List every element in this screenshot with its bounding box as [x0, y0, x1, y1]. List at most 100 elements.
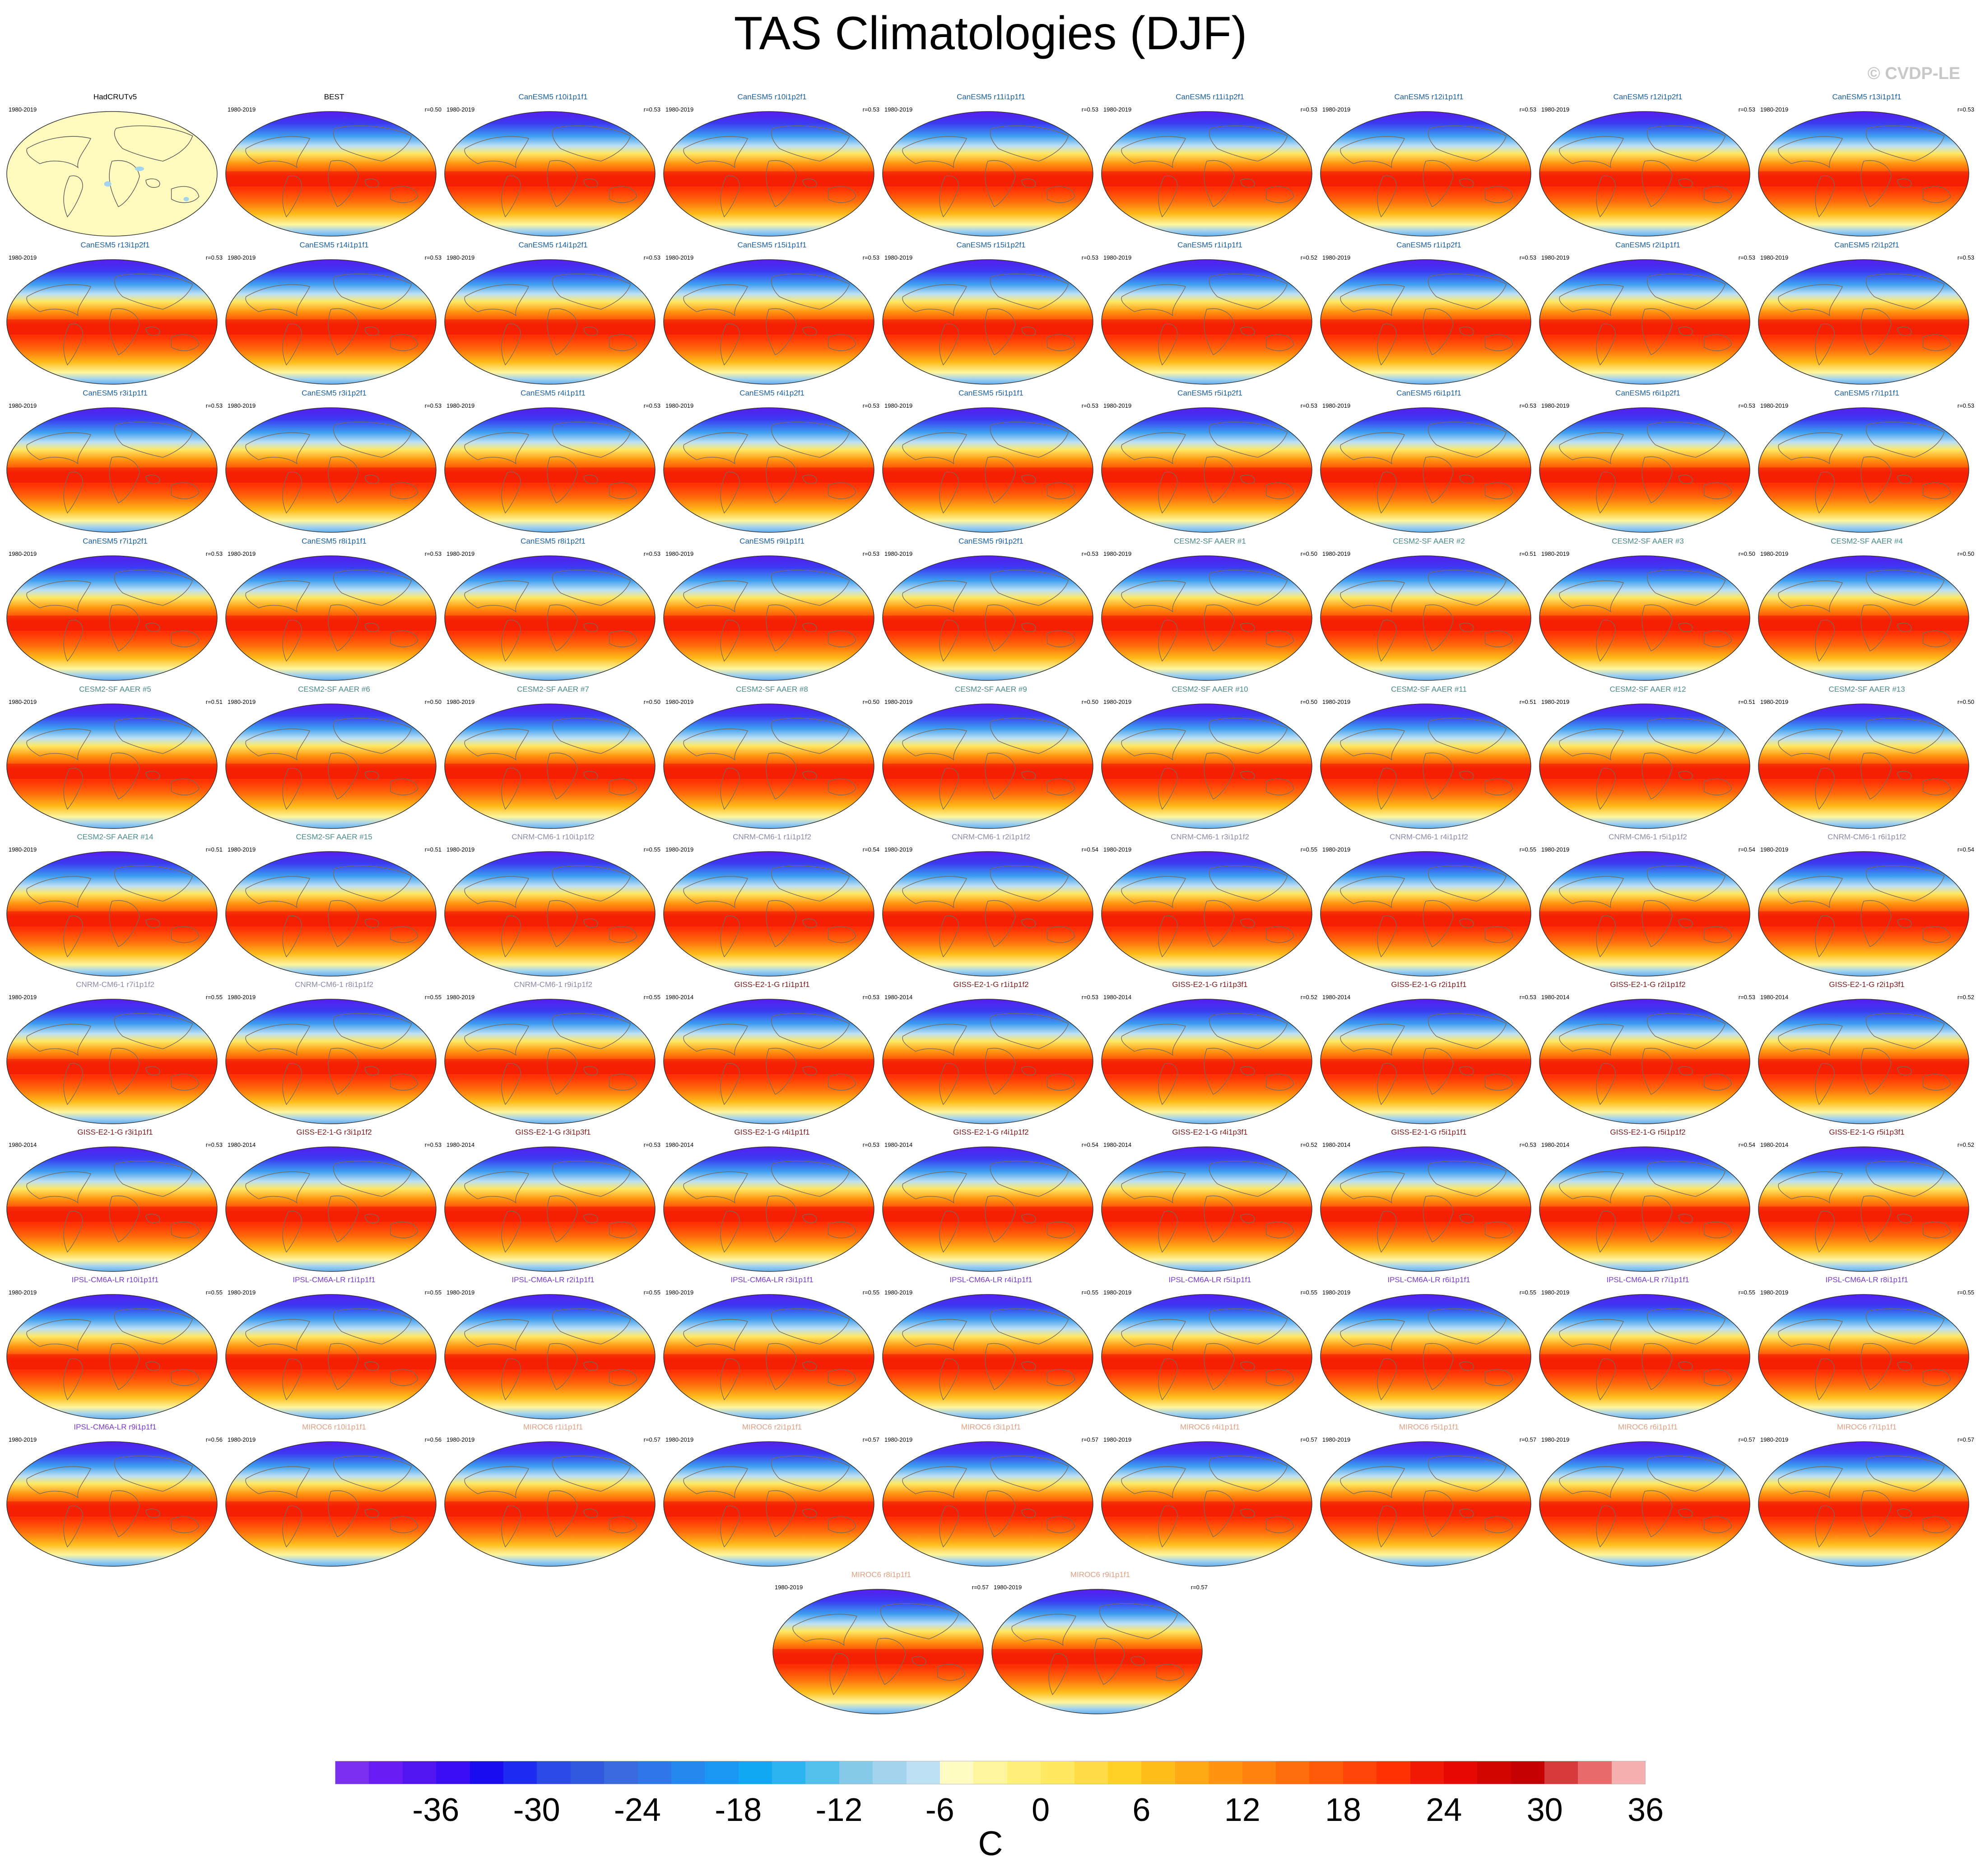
panel-correlation: r=0.53 [1738, 254, 1755, 261]
map-panel: CanESM5 r12i1p2f1 1980-2019 r=0.53 [1539, 93, 1757, 240]
panel-correlation: r=0.55 [424, 1289, 442, 1296]
panel-title: GISS-E2-1-G r5i1p3f1 [1829, 1128, 1905, 1136]
panel-title: CanESM5 r2i1p2f1 [1834, 241, 1899, 249]
panel-title: CESM2-SF AAER #6 [298, 685, 370, 694]
map-globe [1539, 703, 1750, 829]
map-panel: CanESM5 r1i1p1f1 1980-2019 r=0.52 [1101, 241, 1319, 388]
panel-period: 1980-2019 [1760, 106, 1789, 113]
map-globe [225, 1294, 437, 1420]
panel-title: CanESM5 r15i1p1f1 [737, 241, 807, 249]
map-globe [225, 703, 437, 829]
map-panel: MIROC6 r8i1p1f1 1980-2019 r=0.57 [772, 1570, 990, 1718]
panel-period: 1980-2019 [665, 1436, 694, 1443]
map-globe [444, 1441, 656, 1567]
map-globe [663, 851, 874, 977]
panel-title: MIROC6 r9i1p1f1 [1070, 1570, 1130, 1579]
colorbar-swatch [335, 1761, 369, 1784]
map-globe [1101, 259, 1312, 385]
colorbar-swatch [973, 1761, 1007, 1784]
map-globe [444, 407, 656, 533]
panel-period: 1980-2019 [446, 846, 475, 853]
panel-correlation: r=0.50 [1300, 698, 1317, 705]
map-globe [225, 851, 437, 977]
map-panel: CNRM-CM6-1 r4i1p1f2 1980-2019 r=0.55 [1320, 833, 1538, 980]
panel-title: IPSL-CM6A-LR r9i1p1f1 [74, 1423, 157, 1431]
colorbar-swatch [1578, 1761, 1612, 1784]
colorbar-swatch [1041, 1761, 1074, 1784]
panel-period: 1980-2019 [1322, 1436, 1351, 1443]
map-globe [1758, 999, 1969, 1124]
map-panel: CanESM5 r14i1p2f1 1980-2019 r=0.53 [444, 241, 662, 388]
panel-correlation: r=0.56 [424, 1436, 442, 1443]
map-panel: HadCRUTv5 1980-2019 [6, 93, 224, 240]
map-panel: GISS-E2-1-G r3i1p3f1 1980-2014 r=0.53 [444, 1128, 662, 1275]
panel-correlation: r=0.53 [1738, 994, 1755, 1001]
map-panel: CESM2-SF AAER #1 1980-2019 r=0.50 [1101, 537, 1319, 684]
panel-title: GISS-E2-1-G r2i1p3f1 [1829, 980, 1905, 989]
map-panel: BEST 1980-2019 r=0.50 [225, 93, 443, 240]
map-panel: IPSL-CM6A-LR r4i1p1f1 1980-2019 r=0.55 [882, 1275, 1100, 1423]
panel-title: CanESM5 r6i1p1f1 [1396, 389, 1461, 397]
panel-period: 1980-2019 [665, 846, 694, 853]
panel-title: CanESM5 r11i1p2f1 [1176, 93, 1244, 101]
map-panel: IPSL-CM6A-LR r3i1p1f1 1980-2019 r=0.55 [663, 1275, 881, 1423]
panel-title: GISS-E2-1-G r4i1p1f2 [953, 1128, 1029, 1136]
panel-correlation: r=0.53 [424, 1141, 442, 1148]
panel-title: BEST [324, 93, 344, 101]
map-panel: CanESM5 r13i1p2f1 1980-2019 r=0.53 [6, 241, 224, 388]
panel-period: 1980-2019 [1322, 846, 1351, 853]
map-panel: IPSL-CM6A-LR r9i1p1f1 1980-2019 r=0.56 [6, 1423, 224, 1570]
map-globe [1539, 1294, 1750, 1420]
panel-correlation: r=0.54 [1081, 846, 1098, 853]
panel-correlation: r=0.53 [862, 402, 879, 409]
panel-period: 1980-2019 [228, 994, 256, 1001]
map-panel: CanESM5 r10i1p2f1 1980-2019 r=0.53 [663, 93, 881, 240]
panel-correlation: r=0.50 [1081, 698, 1098, 705]
panel-period: 1980-2014 [446, 1141, 475, 1148]
panel-period: 1980-2019 [665, 550, 694, 557]
colorbar-swatch [1611, 1761, 1646, 1784]
panel-correlation: r=0.53 [1519, 1141, 1536, 1148]
panel-title: CESM2-SF AAER #2 [1393, 537, 1465, 545]
map-panel: IPSL-CM6A-LR r6i1p1f1 1980-2019 r=0.55 [1320, 1275, 1538, 1423]
map-globe [882, 1146, 1093, 1272]
panel-title: CanESM5 r4i1p1f1 [521, 389, 586, 397]
panel-correlation: r=0.55 [1519, 1289, 1536, 1296]
panel-title: GISS-E2-1-G r3i1p1f1 [77, 1128, 153, 1136]
panel-correlation: r=0.53 [1738, 402, 1755, 409]
panel-correlation: r=0.53 [862, 550, 879, 557]
panel-period: 1980-2019 [884, 550, 913, 557]
panel-correlation: r=0.50 [1738, 550, 1755, 557]
panel-period: 1980-2019 [884, 106, 913, 113]
panel-period: 1980-2019 [1322, 550, 1351, 557]
map-panel: CanESM5 r8i1p1f1 1980-2019 r=0.53 [225, 537, 443, 684]
map-panel: CESM2-SF AAER #12 1980-2019 r=0.51 [1539, 685, 1757, 832]
panel-period: 1980-2019 [446, 698, 475, 705]
map-panel: CESM2-SF AAER #3 1980-2019 r=0.50 [1539, 537, 1757, 684]
panel-period: 1980-2019 [446, 994, 475, 1001]
panel-period: 1980-2019 [228, 846, 256, 853]
map-panel: CanESM5 r11i1p2f1 1980-2019 r=0.53 [1101, 93, 1319, 240]
panel-correlation: r=0.55 [643, 1289, 660, 1296]
panel-correlation: r=0.57 [1519, 1436, 1536, 1443]
panel-correlation: r=0.57 [1190, 1584, 1208, 1591]
panel-period: 1980-2014 [1322, 1141, 1351, 1148]
panel-period: 1980-2019 [9, 106, 37, 113]
map-globe [1758, 1294, 1969, 1420]
panel-correlation: r=0.55 [1738, 1289, 1755, 1296]
panel-period: 1980-2019 [1103, 550, 1132, 557]
panel-title: CanESM5 r12i1p2f1 [1613, 93, 1683, 101]
panel-period: 1980-2014 [1322, 994, 1351, 1001]
panel-title: CanESM5 r5i1p2f1 [1177, 389, 1242, 397]
panel-correlation: r=0.53 [1300, 106, 1317, 113]
panel-correlation: r=0.53 [1519, 254, 1536, 261]
colorbar-swatch [402, 1761, 437, 1784]
panel-period: 1980-2019 [884, 254, 913, 261]
panel-correlation: r=0.53 [1957, 402, 1974, 409]
panel-correlation: r=0.52 [1300, 254, 1317, 261]
map-globe [1101, 1441, 1312, 1567]
panel-title: CNRM-CM6-1 r3i1p1f2 [1171, 833, 1249, 841]
panel-period: 1980-2019 [9, 1436, 37, 1443]
panel-title: CNRM-CM6-1 r10i1p1f2 [512, 833, 595, 841]
map-panel: CanESM5 r13i1p1f1 1980-2019 r=0.53 [1758, 93, 1976, 240]
